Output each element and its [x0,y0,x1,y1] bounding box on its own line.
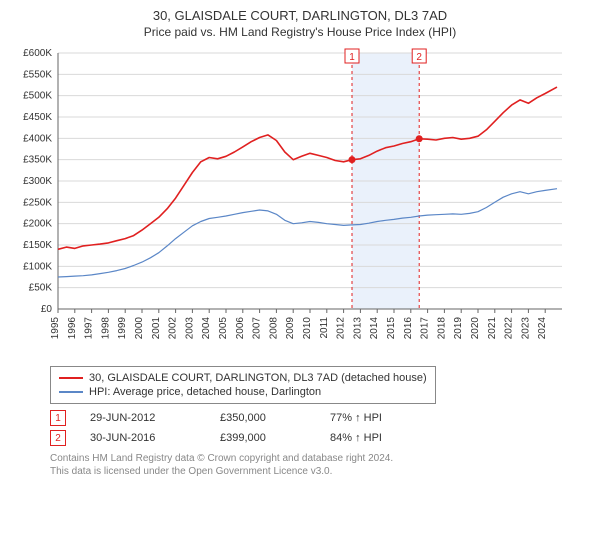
svg-text:£300K: £300K [23,176,52,187]
legend-label: 30, GLAISDALE COURT, DARLINGTON, DL3 7AD… [89,372,427,384]
svg-text:2007: 2007 [252,317,263,340]
svg-text:£450K: £450K [23,112,52,123]
transaction-price: £399,000 [220,432,330,444]
svg-text:2015: 2015 [386,317,397,340]
legend-label: HPI: Average price, detached house, Darl… [89,386,321,398]
chart-title: 30, GLAISDALE COURT, DARLINGTON, DL3 7AD [10,8,590,23]
footer-line-2: This data is licensed under the Open Gov… [50,465,590,478]
svg-text:2010: 2010 [302,317,313,340]
chart-area: £0 £50K £100K £150K £200K £250K £300K £350K £400… [10,45,590,360]
svg-text:2006: 2006 [235,317,246,340]
svg-text:2019: 2019 [453,317,464,340]
svg-text:1995: 1995 [50,317,61,340]
line-chart: £0 £50K £100K £150K £200K £250K £300K £350K £400… [10,45,570,355]
transaction-marker-number: 1 [50,410,66,426]
svg-text:2023: 2023 [520,317,531,340]
svg-text:1996: 1996 [67,317,78,340]
svg-text:2021: 2021 [487,317,498,340]
svg-text:2005: 2005 [218,317,229,340]
svg-text:2024: 2024 [537,317,548,340]
svg-text:1: 1 [349,52,355,63]
svg-text:£350K: £350K [23,155,52,166]
footer-attribution: Contains HM Land Registry data © Crown c… [50,452,590,478]
legend: 30, GLAISDALE COURT, DARLINGTON, DL3 7AD… [50,366,436,404]
svg-text:1998: 1998 [100,317,111,340]
svg-text:£50K: £50K [29,283,53,294]
transaction-price: £350,000 [220,412,330,424]
transaction-row: 1 29-JUN-2012£350,00077% ↑ HPI [50,410,590,426]
legend-item: HPI: Average price, detached house, Darl… [59,385,427,399]
svg-text:1997: 1997 [84,317,95,340]
svg-text:2000: 2000 [134,317,145,340]
svg-text:£600K: £600K [23,48,52,59]
svg-text:2018: 2018 [436,317,447,340]
transaction-pct-vs-hpi: 84% ↑ HPI [330,432,450,444]
svg-text:2011: 2011 [319,317,330,339]
svg-text:2008: 2008 [268,317,279,340]
svg-text:2012: 2012 [336,317,347,340]
svg-text:2003: 2003 [184,317,195,340]
svg-text:£550K: £550K [23,69,52,80]
svg-text:2004: 2004 [201,317,212,340]
svg-text:2014: 2014 [369,317,380,340]
transactions-table: 1 29-JUN-2012£350,00077% ↑ HPI 2 30-JUN-201… [10,410,590,446]
svg-text:£200K: £200K [23,219,52,230]
svg-text:£150K: £150K [23,240,52,251]
svg-text:£0: £0 [41,304,53,315]
svg-text:£100K: £100K [23,261,52,272]
transaction-date: 30-JUN-2016 [90,432,220,444]
svg-text:2022: 2022 [504,317,515,340]
svg-text:£500K: £500K [23,91,52,102]
legend-swatch [59,391,83,393]
svg-text:2002: 2002 [168,317,179,340]
transaction-marker-number: 2 [50,430,66,446]
transaction-row: 2 30-JUN-2016£399,00084% ↑ HPI [50,430,590,446]
legend-swatch [59,377,83,379]
svg-text:£250K: £250K [23,197,52,208]
svg-text:1999: 1999 [117,317,128,340]
footer-line-1: Contains HM Land Registry data © Crown c… [50,452,590,465]
svg-text:2020: 2020 [470,317,481,340]
transaction-date: 29-JUN-2012 [90,412,220,424]
svg-text:2017: 2017 [420,317,431,340]
legend-item: 30, GLAISDALE COURT, DARLINGTON, DL3 7AD… [59,371,427,385]
transaction-pct-vs-hpi: 77% ↑ HPI [330,412,450,424]
svg-text:2013: 2013 [352,317,363,340]
svg-text:2009: 2009 [285,317,296,340]
svg-text:2016: 2016 [403,317,414,340]
svg-text:£400K: £400K [23,133,52,144]
chart-subtitle: Price paid vs. HM Land Registry's House … [10,25,590,39]
svg-text:2: 2 [416,52,422,63]
svg-text:2001: 2001 [151,317,162,340]
